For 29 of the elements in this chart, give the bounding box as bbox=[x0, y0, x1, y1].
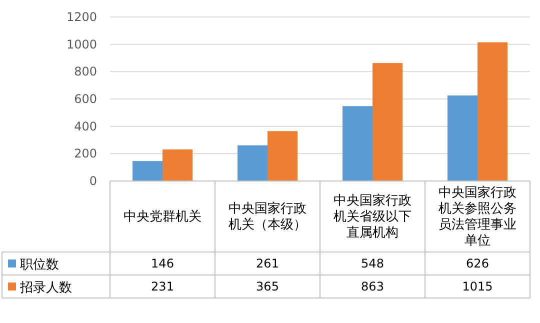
x-tick-label: 中央国家行政机关省级以下直属机构 bbox=[334, 192, 412, 240]
bar bbox=[478, 42, 508, 181]
x-tick-label: 中央国家行政机关（本级） bbox=[228, 200, 306, 232]
data-label: 626 bbox=[466, 256, 489, 270]
bar bbox=[448, 95, 478, 181]
data-label: 863 bbox=[361, 280, 384, 294]
y-tick-label: 200 bbox=[74, 146, 97, 161]
data-label: 1015 bbox=[462, 280, 493, 294]
bar bbox=[238, 145, 268, 181]
y-tick-label: 600 bbox=[74, 92, 97, 106]
y-tick-label: 400 bbox=[74, 119, 97, 134]
data-label: 261 bbox=[256, 256, 279, 270]
data-label: 231 bbox=[151, 280, 174, 294]
legend-label: 招录人数 bbox=[19, 280, 72, 296]
x-tick-label: 中央国家行政机关参照公务员法管理事业单位 bbox=[438, 184, 516, 248]
bar bbox=[162, 149, 192, 181]
y-tick-label: 1200 bbox=[66, 10, 97, 24]
bar bbox=[268, 131, 298, 181]
bar bbox=[342, 106, 372, 181]
y-tick-label: 800 bbox=[74, 64, 97, 79]
x-tick-label: 中央党群机关 bbox=[124, 210, 202, 224]
bar bbox=[372, 63, 402, 181]
bar bbox=[132, 161, 162, 181]
legend-label: 职位数 bbox=[20, 258, 59, 272]
y-tick-label: 0 bbox=[89, 174, 97, 188]
data-label: 365 bbox=[256, 280, 279, 294]
y-tick-label: 1000 bbox=[66, 37, 97, 52]
data-label: 548 bbox=[361, 256, 384, 270]
data-label: 146 bbox=[151, 256, 174, 270]
